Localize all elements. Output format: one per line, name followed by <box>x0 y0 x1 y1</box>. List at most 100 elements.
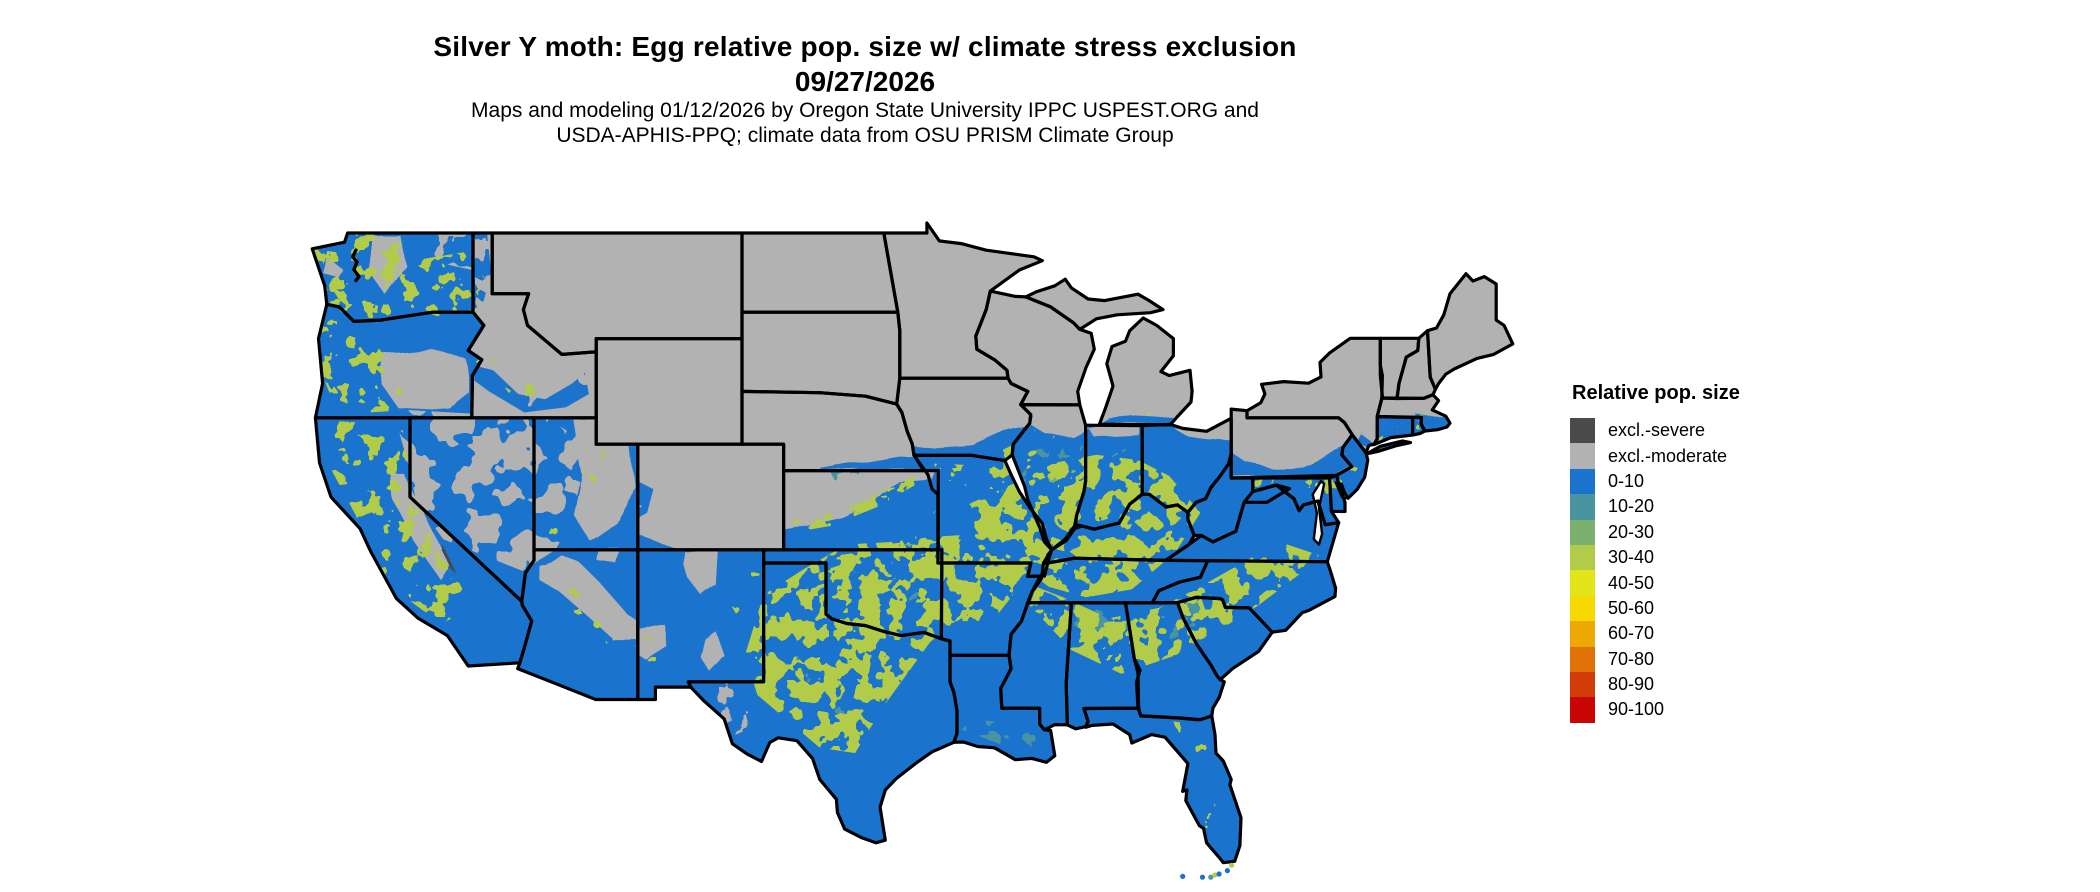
map-overlay <box>637 534 685 550</box>
state-NH <box>1397 330 1436 399</box>
florida-keys-dot <box>1229 862 1235 868</box>
legend-swatch-excl.-severe <box>1570 418 1595 444</box>
border-GA <box>1123 601 1226 722</box>
state-MS <box>1000 602 1072 730</box>
border-ME <box>1425 272 1515 391</box>
florida-keys-dot <box>1216 871 1222 877</box>
florida-keys-dot <box>1199 874 1206 880</box>
legend-label: 20-30 <box>1608 521 1655 542</box>
chesapeake-bay <box>1311 480 1326 546</box>
legend-label: 60-70 <box>1608 623 1655 644</box>
map-overlay <box>543 423 608 545</box>
map-overlay <box>441 544 454 571</box>
map-title-date: 09/27/2026 <box>794 66 936 97</box>
map-overlay <box>462 343 544 400</box>
state-SD <box>742 312 900 405</box>
map-overlay <box>961 718 1043 751</box>
map-overlay <box>1375 412 1444 442</box>
legend-label: excl.-moderate <box>1608 445 1728 466</box>
border-TX <box>686 561 959 845</box>
florida-keys-dot <box>1212 872 1218 878</box>
legend-label: 80-90 <box>1608 674 1655 695</box>
map-overlay <box>539 578 662 664</box>
border-NJ <box>1335 433 1370 500</box>
legend-swatch-20-30 <box>1570 519 1595 545</box>
map-subtitle-line2: USDA-APHIS-PPQ; climate data from OSU PR… <box>556 124 1174 147</box>
map-overlay <box>1242 457 1319 492</box>
legend: Relative pop. size excl.-severe excl.-mod… <box>1570 382 1870 723</box>
state-MI <box>1099 318 1193 425</box>
state-MT <box>492 233 742 355</box>
legend-item-50-60: 50-60 <box>1570 595 1870 622</box>
map-overlay <box>783 468 934 534</box>
legend-label: 30-40 <box>1608 547 1655 568</box>
border-LI <box>1364 439 1413 456</box>
florida-keys-dot <box>1180 873 1186 880</box>
state-VT <box>1380 338 1419 399</box>
legend-label: 0-10 <box>1608 470 1645 491</box>
border-FL <box>1082 706 1243 865</box>
map-overlay <box>320 420 473 624</box>
state-ND <box>742 233 898 313</box>
map-overlay <box>1085 425 1143 439</box>
map-overlay <box>1231 444 1352 478</box>
state-UP <box>1025 279 1163 330</box>
map-overlay <box>1029 541 1319 674</box>
legend-label: 70-80 <box>1608 648 1655 669</box>
state-CO <box>637 444 784 550</box>
map-overlay <box>472 365 589 413</box>
map-overlay <box>637 481 654 519</box>
legend-item-40-50: 40-50 <box>1570 570 1870 596</box>
state-MN <box>883 223 1043 379</box>
legend-item-0-10: 0-10 <box>1570 468 1870 495</box>
border-VT <box>1378 336 1421 401</box>
legend-swatch-10-20 <box>1570 494 1595 520</box>
state-ME <box>1427 273 1513 390</box>
legend-item-60-70: 60-70 <box>1570 621 1870 647</box>
legend-swatch-80-90 <box>1570 671 1595 698</box>
map-overlay <box>794 460 910 490</box>
legend-label: 40-50 <box>1608 572 1655 593</box>
legend-label: 10-20 <box>1608 496 1655 517</box>
legend-swatch-60-70 <box>1570 621 1595 647</box>
legend-swatch-0-10 <box>1570 468 1595 495</box>
legend-label: excl.-severe <box>1608 420 1706 441</box>
state-FL <box>1083 708 1241 863</box>
legend-item-30-40: 30-40 <box>1570 544 1870 571</box>
map-overlay <box>715 681 754 738</box>
puget-sound <box>351 248 361 283</box>
legend-label: 50-60 <box>1608 597 1655 618</box>
state-NE <box>742 391 924 471</box>
border-NE <box>740 389 926 473</box>
florida-keys-dot <box>1224 868 1230 874</box>
legend-swatch-40-50 <box>1570 570 1595 596</box>
legend-title: Relative pop. size <box>1572 382 1740 404</box>
state-WI <box>975 291 1095 405</box>
map-title: Silver Y moth: Egg relative pop. size w/… <box>433 31 1297 62</box>
map-subtitle-line1: Maps and modeling 01/12/2026 by Oregon S… <box>471 99 1259 122</box>
legend-item-70-80: 70-80 <box>1570 646 1870 672</box>
legend-item-80-90: 80-90 <box>1570 671 1870 698</box>
legend-item-90-100: 90-100 <box>1570 697 1870 723</box>
map-overlay <box>1020 404 1086 434</box>
legend-items: excl.-severe excl.-moderate 0-10 10-20 20-30… <box>1570 418 1870 723</box>
legend-item-excl.-moderate: excl.-moderate <box>1570 443 1870 469</box>
florida-keys-dot <box>1208 874 1214 880</box>
map-overlay <box>722 555 764 619</box>
map-overlay <box>682 549 720 598</box>
legend-item-10-20: 10-20 <box>1570 494 1870 520</box>
map-overlay <box>701 631 725 672</box>
map-overlay <box>936 534 1028 622</box>
map-overlay <box>316 314 410 413</box>
map-overlay <box>744 536 989 754</box>
legend-swatch-70-80 <box>1570 646 1595 672</box>
border-CT <box>1372 415 1415 447</box>
legend-swatch-excl.-moderate <box>1570 443 1595 469</box>
border-WV <box>1186 452 1291 544</box>
state-NY <box>1247 338 1383 453</box>
border-NY <box>1245 336 1384 455</box>
map-overlay <box>1104 411 1172 422</box>
legend-swatch-30-40 <box>1570 544 1595 571</box>
